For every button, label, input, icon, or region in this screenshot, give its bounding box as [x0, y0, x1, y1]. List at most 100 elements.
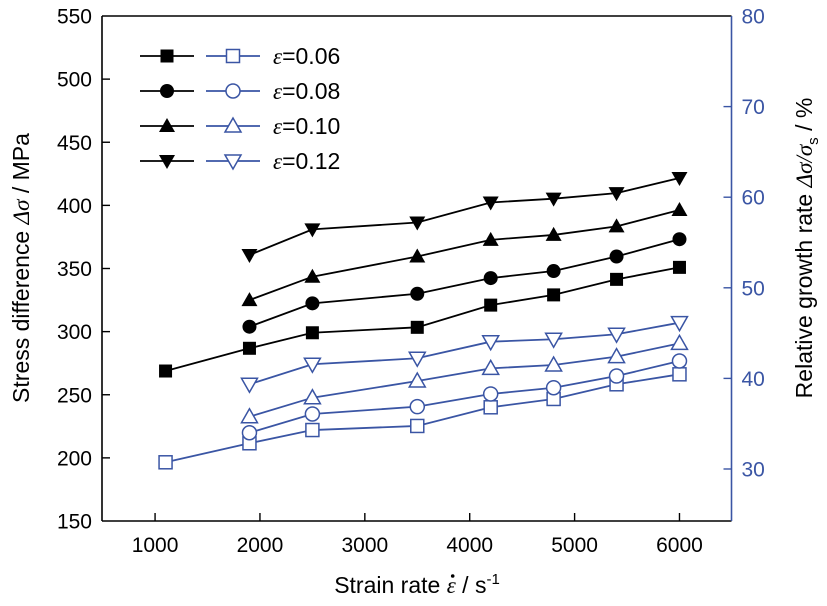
- data-point-square: [305, 422, 320, 438]
- data-point-square: [672, 367, 687, 382]
- right-tick-label: 60: [742, 187, 765, 210]
- x-axis-title: Strain rate ε / s-1: [334, 571, 500, 598]
- data-point-square: [242, 341, 256, 355]
- left-axis-ticks: 150 200 250 300 350 400 450 500 550: [57, 6, 110, 534]
- legend-marker-growth-triangle-up: [223, 116, 243, 133]
- data-point-triangle-down: [303, 357, 322, 374]
- legend-item: ε=0.06: [140, 43, 340, 69]
- data-point-square: [484, 298, 498, 312]
- data-point-triangle-down: [545, 192, 562, 207]
- series-line: [165, 373, 680, 464]
- left-tick-label: 350: [57, 258, 92, 281]
- series-stress-circle: [242, 232, 687, 334]
- legend-label: ε=0.06: [273, 43, 340, 69]
- x-tick-label: 2000: [237, 534, 284, 557]
- right-tick-label: 50: [742, 277, 765, 300]
- legend-marker-stress-square: [160, 49, 174, 63]
- left-tick-label: 550: [57, 6, 92, 29]
- legend-marker-stress-circle: [160, 84, 174, 98]
- data-point-circle: [242, 319, 257, 334]
- legend-item: ε=0.10: [140, 113, 340, 139]
- data-point-triangle-up: [608, 218, 625, 233]
- data-point-circle: [609, 249, 624, 264]
- data-point-triangle-down: [481, 334, 500, 352]
- right-tick-label: 80: [742, 6, 765, 29]
- data-point-circle: [241, 425, 258, 441]
- data-point-triangle-down: [607, 327, 626, 344]
- data-point-circle: [546, 264, 561, 279]
- series-layer: [158, 171, 689, 470]
- data-point-triangle-up: [670, 333, 689, 351]
- series-stress-square: [159, 260, 686, 378]
- data-point-triangle-up: [240, 407, 259, 424]
- legend-item: ε=0.12: [140, 148, 340, 174]
- legend-epsilon: ε: [273, 44, 283, 69]
- plot-frame: [101, 15, 733, 522]
- legend-label: ε=0.10: [273, 113, 340, 139]
- data-point-circle: [305, 296, 320, 311]
- data-point-square: [547, 288, 561, 302]
- left-tick-label: 400: [57, 195, 92, 218]
- data-point-circle: [410, 286, 425, 301]
- x-tick-label: 5000: [551, 534, 598, 557]
- data-point-square: [305, 326, 319, 340]
- data-point-circle: [482, 386, 499, 402]
- x-tick-label: 6000: [656, 534, 703, 557]
- data-point-triangle-down: [671, 171, 688, 186]
- data-point-triangle-down: [407, 351, 427, 368]
- x-tick-label: 4000: [446, 534, 493, 557]
- data-point-circle: [409, 398, 426, 415]
- legend-epsilon: ε: [273, 149, 283, 174]
- left-tick-label: 200: [57, 447, 92, 470]
- data-point-circle: [483, 271, 498, 286]
- x-axis-ticks: 1000 2000 3000 4000 5000 6000: [132, 513, 703, 557]
- data-point-square: [159, 364, 173, 378]
- left-tick-label: 450: [57, 132, 92, 155]
- right-tick-label: 70: [742, 96, 765, 119]
- data-point-triangle-up: [671, 202, 688, 217]
- data-point-triangle-up: [544, 355, 563, 372]
- data-point-circle: [304, 406, 321, 422]
- legend-label: ε=0.12: [273, 148, 340, 174]
- right-axis-ticks: 30 40 50 60 70 80: [723, 6, 765, 481]
- data-point-triangle-up: [407, 371, 427, 388]
- legend-marker-stress-triangle-up: [159, 118, 175, 132]
- data-point-circle: [671, 353, 688, 369]
- data-point-triangle-up: [409, 248, 426, 263]
- data-point-triangle-up: [481, 358, 500, 376]
- legend-epsilon: ε: [273, 79, 283, 104]
- left-tick-label: 300: [57, 321, 92, 344]
- legend-epsilon: ε: [273, 114, 283, 139]
- data-point-square: [410, 320, 424, 334]
- legend-label: ε=0.08: [273, 78, 340, 104]
- data-point-triangle-down: [241, 248, 258, 263]
- data-point-circle: [672, 232, 687, 247]
- data-point-triangle-up: [545, 226, 562, 241]
- data-point-circle: [608, 368, 625, 384]
- data-point-triangle-up: [304, 268, 321, 283]
- legend-marker-growth-circle: [225, 83, 241, 99]
- legend: ε=0.06 ε=0.08 ε=0.10 ε=0.12: [140, 43, 340, 174]
- left-axis-title: Stress difference Δσ / MPa: [8, 133, 34, 403]
- legend-item: ε=0.08: [140, 78, 340, 104]
- data-point-triangle-down: [304, 223, 321, 238]
- legend-marker-stress-triangle-down: [159, 155, 175, 169]
- left-tick-label: 150: [57, 511, 92, 534]
- data-point-square: [158, 455, 173, 470]
- data-point-triangle-up: [482, 231, 499, 246]
- left-tick-label: 250: [57, 384, 92, 407]
- data-point-triangle-down: [670, 315, 689, 333]
- data-point-square: [483, 400, 498, 415]
- data-point-triangle-down: [608, 187, 625, 202]
- left-tick-label: 500: [57, 69, 92, 92]
- series-growth-triangle-up: [240, 333, 689, 424]
- legend-marker-growth-triangle-down: [223, 154, 243, 171]
- right-axis-title: Relative growth rate Δσ/σs / %: [791, 98, 822, 399]
- data-point-square: [610, 272, 624, 286]
- series-stress-triangle-up: [241, 202, 688, 307]
- data-point-circle: [545, 379, 562, 396]
- x-tick-label: 1000: [132, 534, 179, 557]
- data-point-square: [672, 260, 686, 274]
- series-line: [165, 266, 680, 372]
- data-point-triangle-down: [240, 377, 259, 394]
